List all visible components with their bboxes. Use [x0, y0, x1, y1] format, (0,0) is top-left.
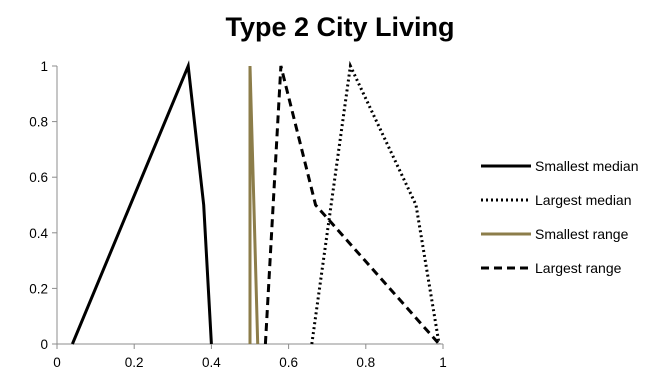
axes: 0 0.2 0.4 0.6 0.8 1 0 0.2 0.4 0.6 0.8 1	[29, 59, 447, 370]
series-line-largest-median	[310, 60, 441, 345]
legend-label: Largest range	[535, 260, 622, 276]
y-tick-label: 0.4	[29, 226, 48, 241]
x-tick-label: 1	[439, 355, 447, 370]
series-line-largest-range	[263, 65, 441, 345]
series-layer	[71, 60, 441, 345]
y-tick-label: 0.6	[29, 170, 48, 185]
y-tick-label: 0.2	[29, 281, 48, 296]
x-tick-label: 0.6	[279, 355, 298, 370]
series-line-smallest-median	[71, 60, 213, 345]
y-tick-label: 0.8	[29, 115, 48, 130]
x-tick-label: 0.8	[356, 355, 375, 370]
y-tick-label: 1	[40, 59, 48, 74]
legend-label: Smallest range	[535, 226, 629, 242]
legend-label: Largest median	[535, 192, 632, 208]
x-tick-label: 0.4	[202, 355, 221, 370]
series-line-smallest-range	[248, 65, 260, 345]
x-tick-label: 0	[53, 355, 61, 370]
legend-label: Smallest median	[535, 158, 639, 174]
chart-title: Type 2 City Living	[225, 12, 454, 42]
legend: Smallest median Largest median Smallest ra…	[481, 158, 639, 276]
y-tick-label: 0	[40, 337, 48, 352]
x-tick-label: 0.2	[125, 355, 144, 370]
